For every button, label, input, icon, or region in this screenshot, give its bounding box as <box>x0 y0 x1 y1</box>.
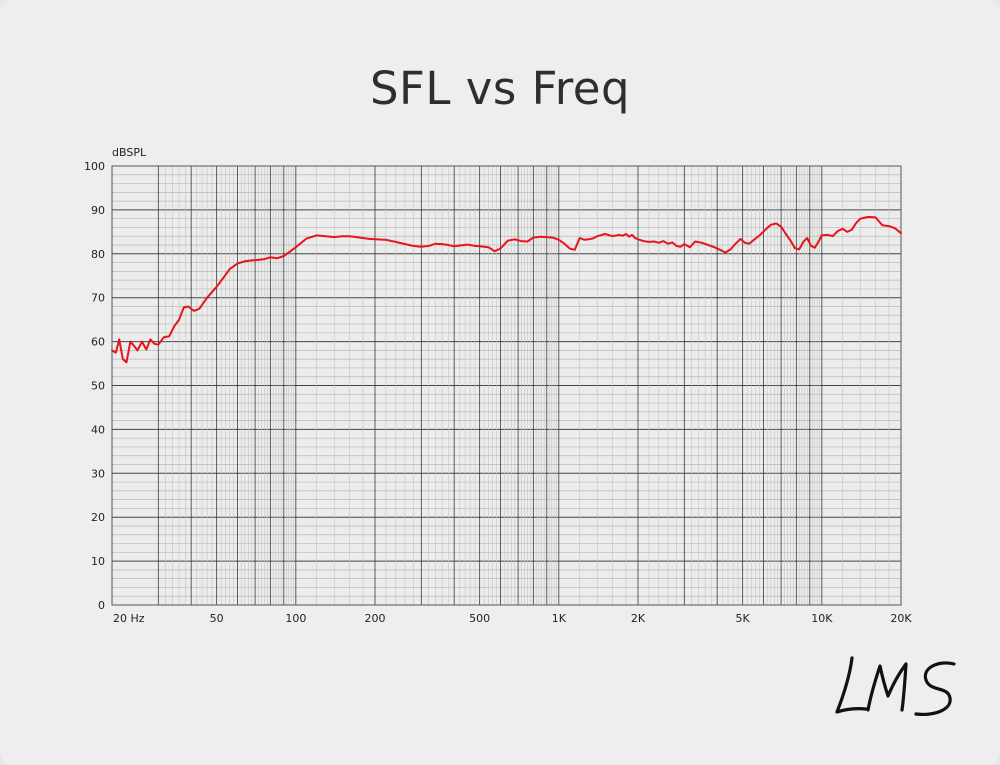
y-axis-ticks: 0 10 20 30 40 50 60 70 80 90 100 <box>84 160 105 612</box>
x-tick-label: 1K <box>552 612 567 625</box>
y-tick-label: 40 <box>91 423 105 436</box>
series-group <box>111 215 902 364</box>
x-tick-label: 10K <box>811 612 833 625</box>
x-axis-ticks: 20 Hz 50 100 200 500 1K 2K 5K 10K 20K <box>113 612 912 625</box>
y-tick-label: 30 <box>91 467 105 480</box>
x-tick-label: 500 <box>469 612 490 625</box>
y-tick-label: 80 <box>91 248 105 261</box>
x-tick-label: 50 <box>210 612 224 625</box>
x-tick-label: 20K <box>890 612 912 625</box>
x-tick-label: 100 <box>285 612 306 625</box>
y-tick-label: 20 <box>91 511 105 524</box>
x-tick-label: 5K <box>736 612 751 625</box>
x-tick-label: 20 Hz <box>113 612 145 625</box>
chart-title: SFL vs Freq <box>369 62 631 115</box>
plot-border <box>111 165 902 606</box>
logo-letter-m <box>866 662 908 712</box>
y-axis-label: dBSPL <box>112 146 147 159</box>
x-tick-label: 200 <box>365 612 386 625</box>
y-tick-label: 0 <box>98 599 105 612</box>
y-tick-label: 60 <box>91 336 105 349</box>
y-tick-label: 100 <box>84 160 105 173</box>
series-line-1 <box>111 215 902 364</box>
y-tick-label: 10 <box>91 555 105 568</box>
y-tick-label: 70 <box>91 292 105 305</box>
y-tick-label: 50 <box>91 380 105 393</box>
x-tick-label: 2K <box>631 612 646 625</box>
logo-letter-s <box>914 661 956 716</box>
y-tick-label: 90 <box>91 204 105 217</box>
lms-logo <box>835 656 956 716</box>
logo-letter-l <box>835 656 868 714</box>
